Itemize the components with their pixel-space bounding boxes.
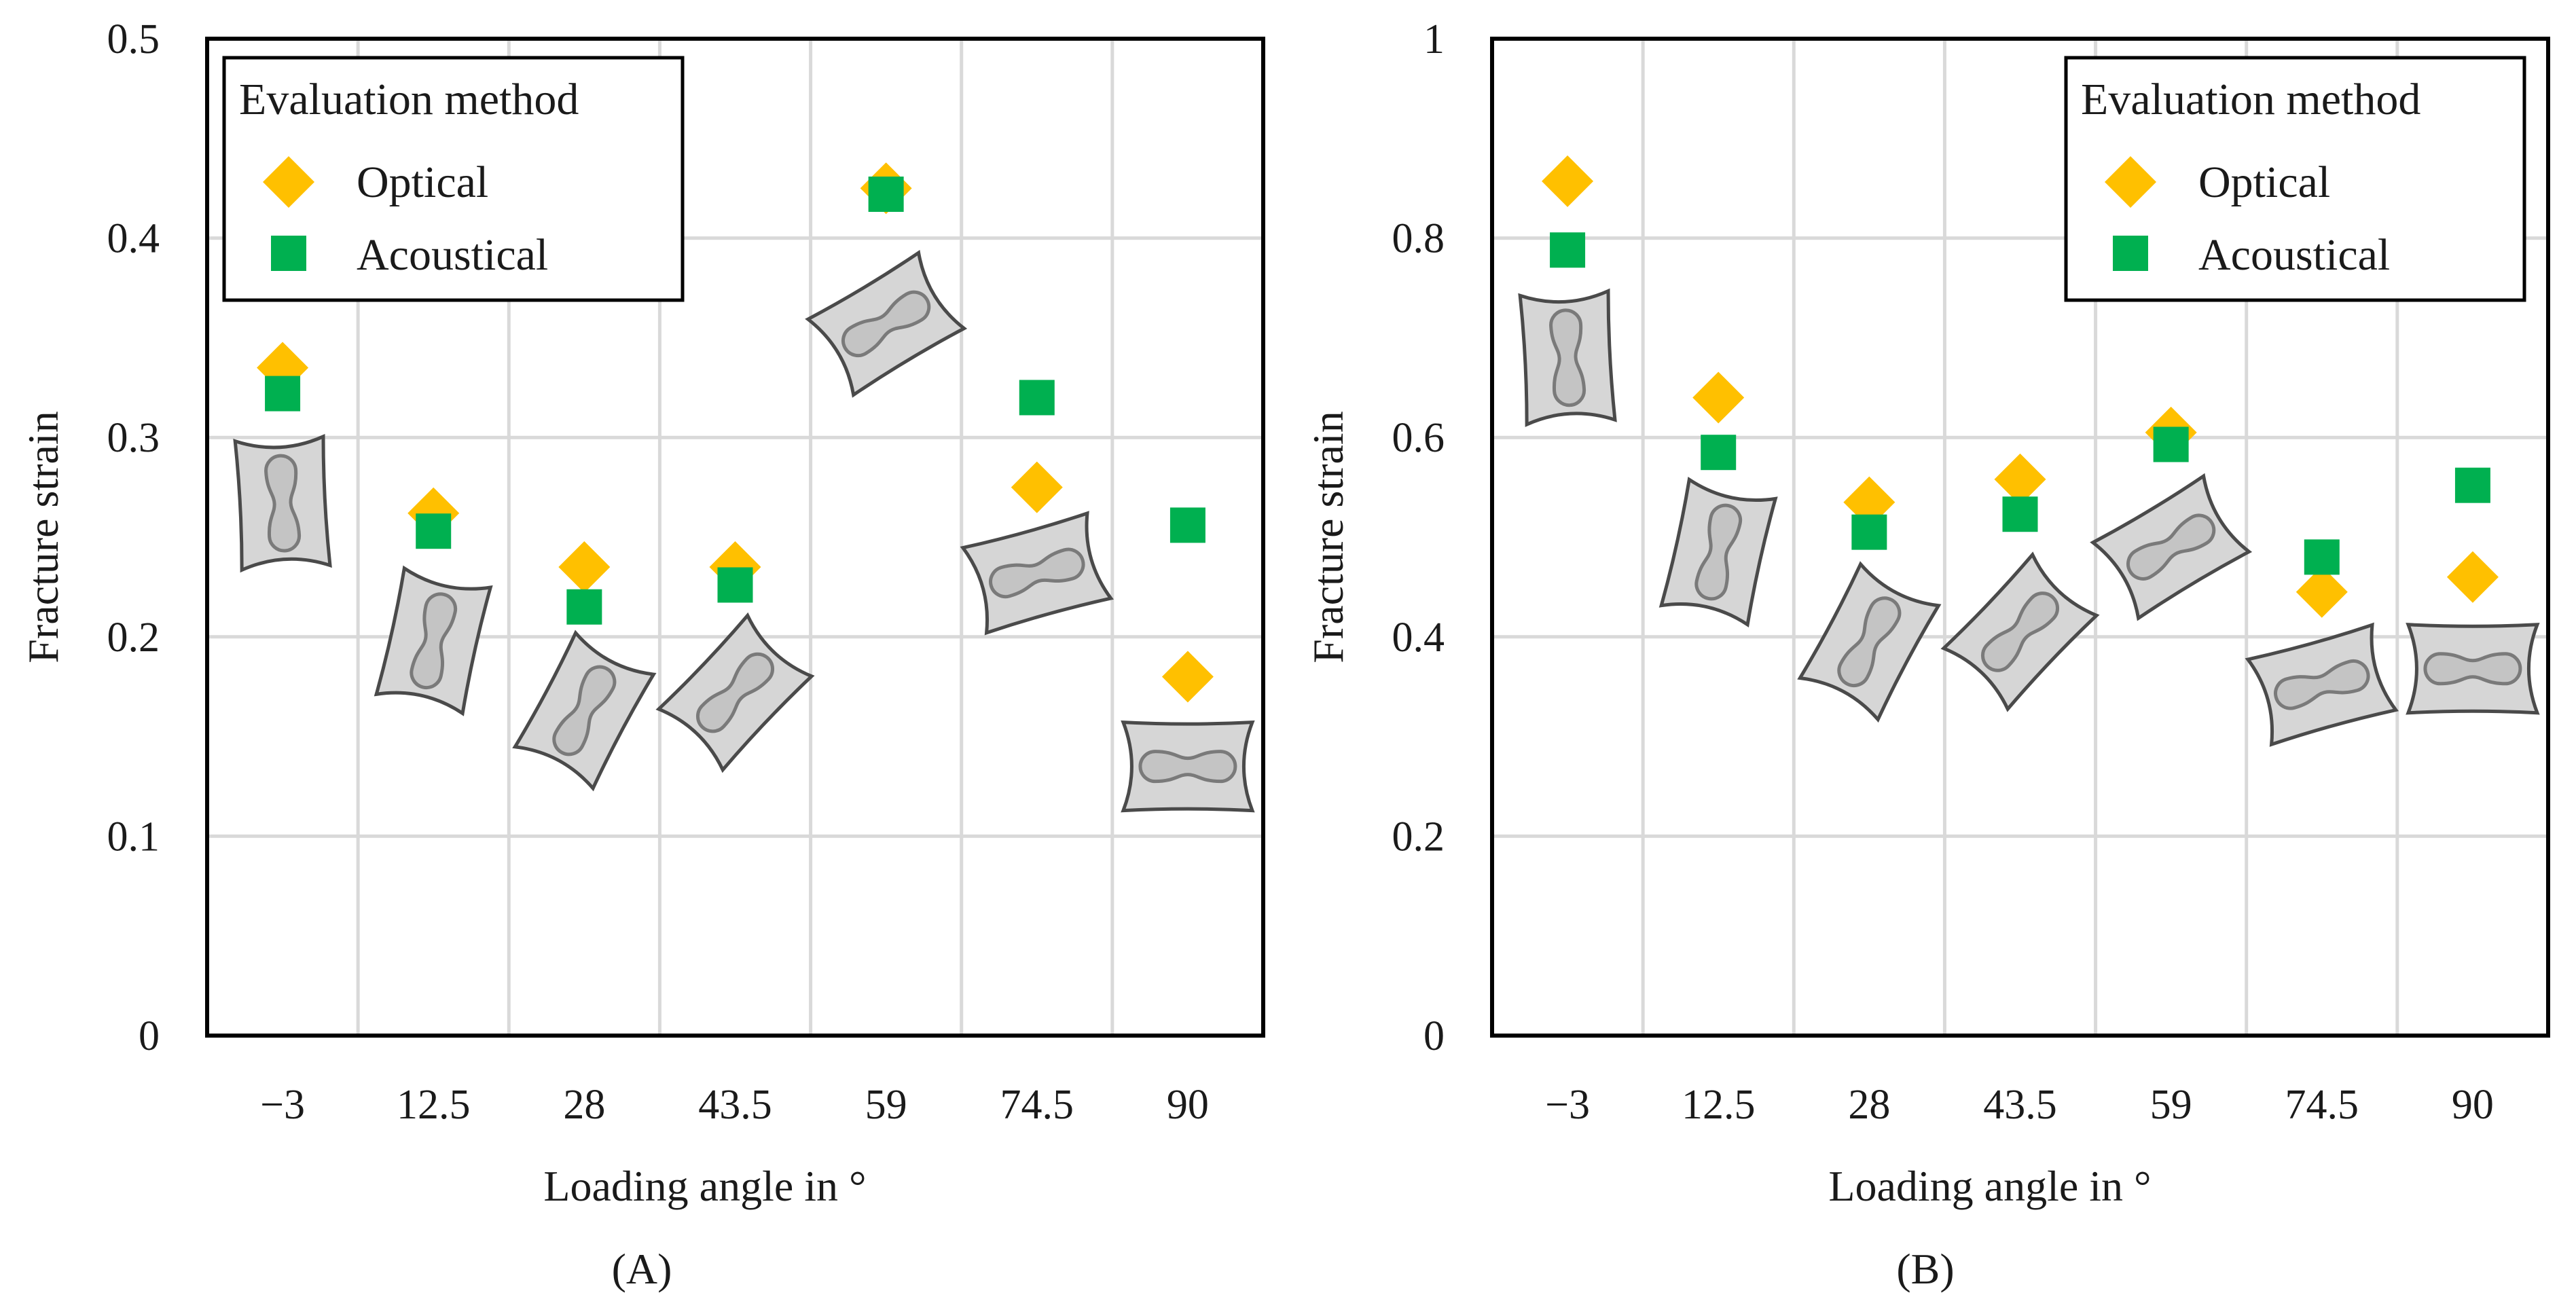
acoustical-point — [1701, 435, 1737, 471]
plot-frame — [205, 37, 1265, 1038]
chart-panel-a: 0 0.1 0.2 0.3 0.4 0.5 −3 12.5 28 43.5 59 74.5 90 Ev… — [19, 16, 1265, 1293]
specimen-icon — [2248, 625, 2396, 744]
specimen-icon — [1944, 555, 2097, 709]
y-tick-labels: 0 0.2 0.4 0.6 0.8 1 — [1392, 16, 1445, 1059]
y-tick-labels: 0 0.1 0.2 0.3 0.4 0.5 — [107, 16, 160, 1059]
acoustical-point — [717, 567, 753, 603]
acoustical-point — [1550, 232, 1586, 268]
x-axis-title: Loading angle in ° — [1828, 1162, 2151, 1210]
optical-point — [1161, 651, 1214, 703]
x-tick-label: 74.5 — [2285, 1082, 2359, 1128]
acoustical-point — [416, 513, 452, 549]
acoustical-point — [1169, 507, 1205, 543]
y-tick-label: 0.3 — [107, 415, 160, 461]
x-tick-labels: −3 12.5 28 43.5 59 74.5 90 — [1545, 1082, 2494, 1128]
chart-panel-b: 0 0.2 0.4 0.6 0.8 1 −3 12.5 28 43.5 59 74.5 90 Eval… — [1304, 16, 2550, 1293]
optical-point — [558, 541, 611, 594]
x-tick-label: 43.5 — [698, 1082, 772, 1128]
acoustical-point — [1851, 514, 1887, 550]
specimen-icon — [515, 633, 653, 788]
y-tick-label: 0 — [139, 1013, 160, 1059]
legend-entry-acoustical: Acoustical — [2198, 230, 2390, 280]
legend-entry-acoustical: Acoustical — [357, 230, 548, 280]
specimen-icon — [1661, 479, 1775, 625]
specimen-icon — [963, 513, 1111, 633]
specimen-icons — [235, 253, 1252, 810]
x-axis-title: Loading angle in ° — [543, 1162, 866, 1210]
specimen-icon — [2093, 476, 2249, 618]
x-tick-labels: −3 12.5 28 43.5 59 74.5 90 — [260, 1082, 1209, 1128]
acoustical-point — [2454, 467, 2490, 503]
specimen-icon — [2408, 625, 2537, 713]
legend-title: Evaluation method — [239, 75, 579, 124]
y-tick-label: 0.4 — [1392, 615, 1445, 661]
acoustical-point — [1019, 380, 1055, 416]
optical-point — [1542, 155, 1594, 207]
acoustical-point — [2153, 426, 2189, 462]
legend-entry-optical: Optical — [2198, 158, 2330, 207]
x-tick-label: 43.5 — [1983, 1082, 2057, 1128]
x-tick-label: 28 — [563, 1082, 605, 1128]
y-tick-label: 1 — [1423, 16, 1445, 62]
x-tick-label: 74.5 — [1000, 1082, 1074, 1128]
y-axis-title: Fracture strain — [19, 411, 67, 663]
optical-point — [2446, 551, 2499, 603]
x-tick-label: −3 — [260, 1082, 305, 1128]
x-tick-label: 12.5 — [397, 1082, 471, 1128]
y-axis-title: Fracture strain — [1304, 411, 1352, 663]
data-points — [1542, 155, 2499, 618]
x-tick-label: 90 — [2452, 1082, 2494, 1128]
acoustical-point — [265, 376, 301, 412]
specimen-icon — [235, 437, 330, 570]
specimen-icon — [1800, 564, 1938, 720]
optical-point — [1994, 453, 2046, 505]
y-tick-label: 0.5 — [107, 16, 160, 62]
diamond-marker-icon — [2105, 156, 2156, 208]
specimen-icon — [808, 253, 964, 395]
x-tick-label: 90 — [1167, 1082, 1209, 1128]
y-tick-label: 0.2 — [107, 615, 160, 661]
legend-title: Evaluation method — [2081, 75, 2420, 124]
diamond-marker-icon — [263, 156, 314, 208]
acoustical-point — [2304, 539, 2340, 575]
specimen-icon — [376, 568, 490, 714]
x-tick-label: 12.5 — [1682, 1082, 1756, 1128]
x-tick-label: 28 — [1848, 1082, 1890, 1128]
y-tick-label: 0.8 — [1392, 216, 1445, 262]
acoustical-point — [566, 589, 602, 625]
optical-point — [1011, 461, 1063, 513]
y-tick-label: 0.1 — [107, 814, 160, 860]
x-tick-label: 59 — [2150, 1082, 2192, 1128]
square-marker-icon — [271, 236, 306, 271]
plot-frame — [1490, 37, 2550, 1038]
y-tick-label: 0.6 — [1392, 415, 1445, 461]
x-tick-label: −3 — [1545, 1082, 1590, 1128]
y-tick-label: 0 — [1423, 1013, 1445, 1059]
panel-label-a: (A) — [612, 1245, 672, 1293]
x-tick-label: 59 — [865, 1082, 907, 1128]
data-points — [257, 162, 1214, 703]
specimen-icon — [1123, 723, 1252, 811]
y-tick-label: 0.4 — [107, 216, 160, 262]
specimen-icon — [1520, 291, 1615, 424]
acoustical-point — [868, 177, 904, 213]
acoustical-point — [2002, 496, 2038, 532]
y-tick-label: 0.2 — [1392, 814, 1445, 860]
square-marker-icon — [2113, 236, 2148, 271]
optical-point — [1692, 371, 1745, 424]
specimen-icon — [659, 615, 812, 769]
legend: Evaluation method Optical Acoustical — [222, 56, 685, 302]
legend: Evaluation method Optical Acoustical — [2064, 56, 2526, 302]
optical-point — [2296, 566, 2348, 618]
panel-label-b: (B) — [1896, 1245, 1954, 1293]
legend-entry-optical: Optical — [357, 158, 488, 207]
